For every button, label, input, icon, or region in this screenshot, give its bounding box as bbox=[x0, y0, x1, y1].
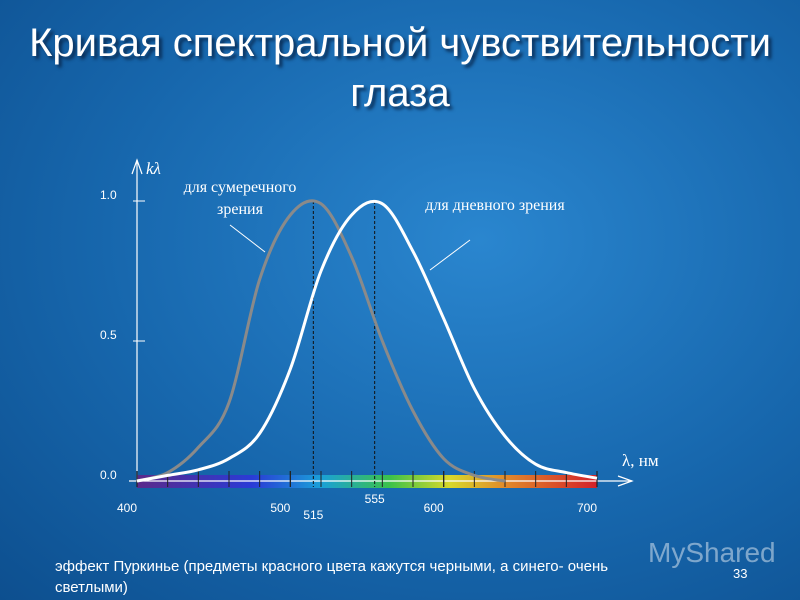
y-axis-label: kλ bbox=[146, 159, 161, 178]
series-line bbox=[136, 199, 598, 483]
peak-label: 515 bbox=[303, 508, 323, 522]
footnote: эффект Пуркинье (предметы красного цвета… bbox=[55, 558, 609, 596]
x-tick-label: 600 bbox=[424, 501, 444, 515]
page-number: 33 bbox=[733, 566, 748, 581]
y-axis-arrow bbox=[131, 158, 143, 175]
x-axis-arrow bbox=[617, 475, 634, 487]
y-tick-label: 0.0 bbox=[100, 468, 117, 482]
x-tick-label: 400 bbox=[117, 501, 137, 515]
y-tick-label: 1.0 bbox=[100, 188, 117, 202]
series-label: для дневного зрения bbox=[425, 197, 565, 214]
peak-label: 555 bbox=[365, 492, 385, 506]
x-tick-label: 500 bbox=[270, 501, 290, 515]
x-tick-label: 700 bbox=[577, 501, 597, 515]
series-line bbox=[136, 199, 506, 483]
callout-line bbox=[229, 224, 266, 253]
y-tick-label: 0.5 bbox=[100, 328, 117, 342]
x-axis-label: λ, нм bbox=[622, 451, 659, 470]
slide-title: Кривая спектральной чувствительности гла… bbox=[29, 21, 771, 115]
series-label: для сумеречного зрения bbox=[183, 179, 297, 218]
callout-line bbox=[429, 239, 471, 271]
watermark: MyShared bbox=[648, 537, 776, 568]
